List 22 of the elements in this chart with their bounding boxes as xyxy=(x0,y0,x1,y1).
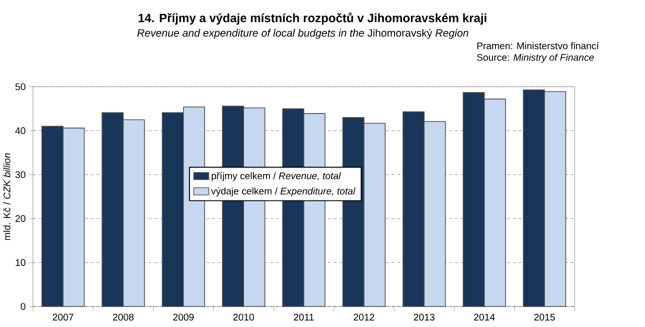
text: Pramen: Ministerstvo financí xyxy=(477,42,599,50)
y-tick-label: 30 xyxy=(15,171,26,178)
x-tick-label: 2013 xyxy=(414,314,434,321)
y-tick-label: 50 xyxy=(15,83,26,90)
x-tick-label: 2010 xyxy=(233,314,254,321)
legend-label: výdaje celkem / Expenditure, total xyxy=(211,187,356,197)
x-tick-label: 2008 xyxy=(113,314,134,321)
y-tick-label: 40 xyxy=(15,127,26,134)
chart-title: 14. Příjmy a výdaje místních rozpočtů v Jihomoravském kraji xyxy=(138,12,486,25)
y-tick-label: 0 xyxy=(20,303,26,310)
chart-subtitle: Revenue and expenditure of local budgets in the Jihomoravský Region xyxy=(137,28,468,39)
source-note: Source: Ministry of Finance xyxy=(476,54,594,63)
x-tick-label: 2014 xyxy=(474,314,495,321)
x-tick-label: 2012 xyxy=(354,314,374,321)
y-tick-label: 20 xyxy=(16,215,26,222)
x-tick-label: 2009 xyxy=(173,314,194,321)
x-tick-label: 2015 xyxy=(534,314,555,321)
y-axis-title: mld. Kč / CZK billion xyxy=(3,153,10,240)
x-tick-label: 2007 xyxy=(52,314,74,321)
y-tick-label: 10 xyxy=(16,259,26,266)
x-tick-label: 2011 xyxy=(294,314,314,321)
legend-label: příjmy celkem / Revenue, total xyxy=(212,172,341,182)
